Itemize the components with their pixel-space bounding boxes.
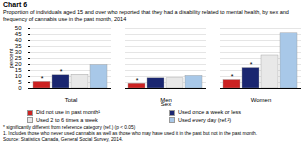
svg-text:10: 10 [15,74,22,80]
svg-text:35: 35 [15,44,22,50]
html-text:Proportion of individuals aged: Proportion of individuals aged 15 and ov… [3,9,289,22]
html-text:Used once a week or less: Used once a week or less [178,109,241,116]
html-text:Did not use in past month¹: Did not use in past month¹ [36,109,101,116]
html-text:Chart 6: Chart 6 [3,1,28,8]
svg-text:*: * [41,75,44,82]
svg-text:percent: percent [8,48,14,68]
svg-text:15: 15 [15,68,22,74]
svg-text:50: 50 [15,26,22,32]
svg-text:45: 45 [15,32,22,38]
svg-text:5: 5 [18,80,22,86]
svg-text:*: * [136,77,139,84]
svg-text:30: 30 [15,50,22,56]
svg-text:40: 40 [15,38,22,44]
html-text:* significantly different from: * significantly different from reference… [3,125,136,131]
svg-text:*: * [250,61,253,68]
html-text:Used 2 to 6 times a week: Used 2 to 6 times a week [36,116,98,123]
svg-text:25: 25 [15,56,22,62]
svg-text:*: * [231,73,234,80]
svg-text:20: 20 [15,62,22,68]
html-text:1. Includes those who never us: 1. Includes those who never used cannabi… [3,131,258,137]
svg-text:Total: Total [65,97,78,103]
svg-text:Sex: Sex [161,101,171,107]
svg-text:0: 0 [18,86,22,92]
svg-text:*: * [60,69,63,76]
html-text:Source: Statistics Canada, Gen: Source: Statistics Canada, General Socia… [3,136,123,142]
svg-text:Women: Women [251,97,272,103]
html-text:Used every day (ref.²): Used every day (ref.²) [178,116,232,123]
